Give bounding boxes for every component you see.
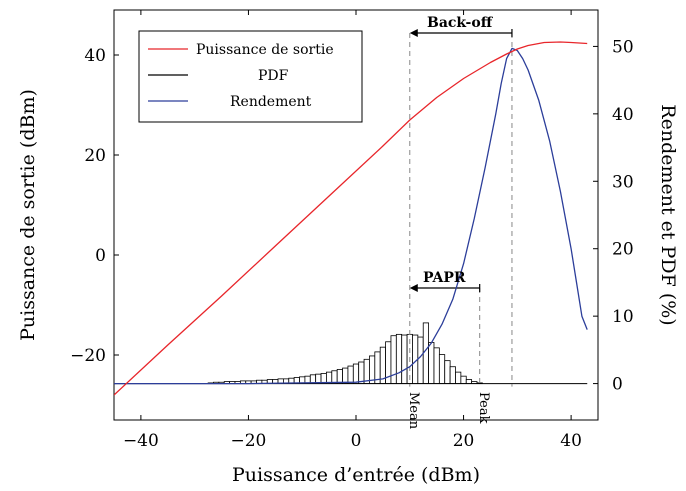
rendement-line — [114, 47, 588, 385]
pdf-bar — [422, 322, 430, 384]
back-off-arrow-head — [409, 29, 418, 37]
legend-label-pdf: PDF — [258, 68, 289, 84]
y-right-tick-label: 40 — [612, 105, 634, 125]
y-right-tick-label: 30 — [612, 172, 634, 192]
papr-label: PAPR — [423, 270, 466, 286]
annotation-guides — [409, 29, 513, 387]
pdf-bar — [455, 371, 462, 384]
series-lines — [114, 41, 588, 396]
peak-label: Peak — [476, 392, 491, 424]
back-off-label: Back-off — [427, 15, 494, 31]
y-left-tick-label: 20 — [84, 146, 106, 166]
pdf-bar — [444, 360, 451, 384]
y-left-tick-label: −20 — [70, 346, 106, 366]
y-left-tick-label: 0 — [95, 246, 106, 266]
x-tick-label: 20 — [453, 431, 475, 451]
legend-label-rendement: Rendement — [230, 94, 312, 110]
pdf-bar — [417, 336, 424, 384]
pdf-bar — [438, 354, 446, 384]
x-axis-title: Puissance d’entrée (dBm) — [232, 464, 480, 486]
pdf-bar — [347, 365, 354, 384]
y-right-tick-label: 10 — [612, 307, 634, 327]
pdf-bar — [449, 366, 456, 384]
pdf-bar — [342, 367, 349, 384]
pdf-bar — [460, 375, 467, 384]
y-left-axis-ticks: −20 0 20 40 — [70, 46, 119, 366]
legend: Puissance de sortie PDF Rendement — [138, 30, 363, 123]
pdf-bar — [326, 371, 333, 384]
legend-box — [138, 30, 363, 123]
pdf-bar — [363, 358, 370, 384]
y-right-tick-label: 50 — [612, 37, 634, 57]
pdf-bar — [401, 334, 408, 384]
pdf-bar — [395, 333, 403, 384]
y-right-tick-label: 20 — [612, 240, 634, 260]
y-right-axis-ticks: 0 10 20 30 40 50 — [593, 37, 634, 395]
y-left-axis-title: Puissance de sortie (dBm) — [17, 89, 39, 341]
pdf-bar — [390, 335, 397, 384]
mean-label: Mean — [406, 392, 421, 430]
papr-arrow-head — [409, 284, 418, 292]
legend-label-puissance: Puissance de sortie — [196, 42, 334, 58]
y-left-tick-label: 40 — [84, 46, 106, 66]
y-right-axis-title: Rendement et PDF (%) — [657, 104, 679, 325]
pdf-bar — [358, 361, 365, 384]
x-tick-label: −40 — [123, 431, 159, 451]
x-tick-label: 0 — [351, 431, 362, 451]
pdf-bar — [465, 379, 473, 384]
pdf-bar — [331, 370, 338, 384]
pdf-bar — [352, 363, 360, 384]
y-right-tick-label: 0 — [612, 375, 623, 395]
pdf-bar — [433, 347, 440, 384]
x-tick-label: 40 — [560, 431, 582, 451]
pdf-bar — [336, 369, 343, 384]
pdf-bar — [428, 342, 435, 384]
x-tick-label: −20 — [230, 431, 266, 451]
x-axis-ticks: −40 −20 0 20 40 — [123, 10, 582, 451]
puissance-sortie-line — [114, 41, 588, 396]
pdf-histogram — [114, 322, 588, 385]
